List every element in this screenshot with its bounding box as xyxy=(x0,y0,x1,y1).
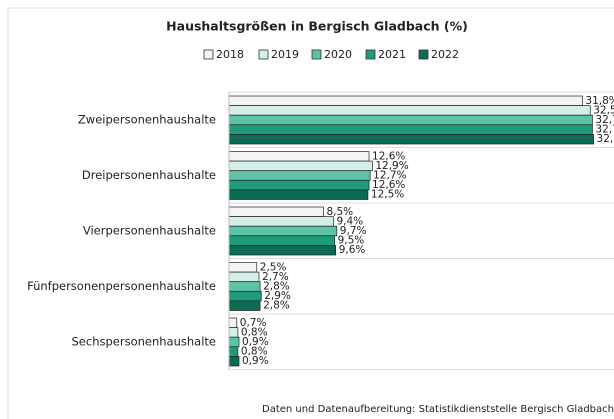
bar xyxy=(228,95,583,106)
legend-label: 2019 xyxy=(271,48,299,61)
bar xyxy=(228,134,594,145)
value-label: 9,4% xyxy=(336,215,363,227)
value-label: 32,8% xyxy=(597,133,614,145)
value-label: 8,5% xyxy=(326,206,353,218)
category-label: Zweipersonenhaushalte xyxy=(78,112,216,126)
value-label: 2,5% xyxy=(260,261,287,273)
bar xyxy=(228,262,258,273)
source-note: Daten und Datenaufbereitung: Statistikdi… xyxy=(262,404,614,415)
value-label: 2,9% xyxy=(264,290,291,302)
bar xyxy=(228,346,239,357)
value-label: 0,8% xyxy=(241,326,268,338)
legend-label: 2021 xyxy=(378,48,406,61)
bar xyxy=(228,124,593,135)
bar xyxy=(228,225,338,237)
chart-title: Haushaltsgrößen in Bergisch Gladbach (%) xyxy=(166,19,468,34)
bar xyxy=(228,179,370,191)
legend-label: 2018 xyxy=(216,48,244,61)
bar xyxy=(228,151,370,162)
bar xyxy=(228,327,239,338)
value-label: 0,9% xyxy=(242,336,269,348)
bar xyxy=(228,290,262,302)
value-label: 12,5% xyxy=(371,189,404,201)
value-label: 0,7% xyxy=(240,317,267,329)
legend-swatch xyxy=(418,49,429,60)
value-label: 0,9% xyxy=(242,355,269,367)
value-label: 2,7% xyxy=(262,271,289,283)
bar xyxy=(228,271,260,283)
value-label: 9,6% xyxy=(339,244,366,256)
value-label: 9,5% xyxy=(338,235,365,247)
category-label: Sechspersonenhaushalte xyxy=(72,334,217,348)
bar xyxy=(228,356,240,367)
legend-label: 2020 xyxy=(324,48,352,61)
bar xyxy=(228,235,335,246)
bar xyxy=(228,245,337,256)
bar xyxy=(228,160,373,172)
legend-swatch xyxy=(365,49,376,60)
bar xyxy=(228,189,369,200)
value-label: 32,7% xyxy=(595,124,614,136)
value-label: 12,7% xyxy=(373,170,406,182)
bar xyxy=(228,170,371,181)
bar xyxy=(228,114,593,126)
bar xyxy=(228,216,334,227)
category-label: Vierpersonenhaushalte xyxy=(83,223,216,237)
bar xyxy=(228,336,240,348)
legend-swatch xyxy=(203,49,214,60)
bar xyxy=(228,105,591,116)
value-label: 0,8% xyxy=(241,346,268,358)
value-label: 2,8% xyxy=(263,281,290,293)
value-label: 9,7% xyxy=(340,225,367,237)
legend-label: 2022 xyxy=(431,48,459,61)
value-label: 2,8% xyxy=(263,300,290,312)
legend-swatch xyxy=(311,49,322,60)
bar xyxy=(228,317,238,328)
legend-swatch xyxy=(258,49,269,60)
bar xyxy=(228,281,261,292)
bar xyxy=(228,206,324,217)
category-label: Dreipersonenhaushalte xyxy=(82,168,216,182)
value-label: 12,9% xyxy=(375,160,408,172)
value-label: 12,6% xyxy=(372,150,405,162)
value-label: 32,7% xyxy=(595,114,614,126)
value-label: 12,6% xyxy=(372,179,405,191)
bar xyxy=(228,300,261,311)
value-label: 32,5% xyxy=(593,104,614,116)
category-label: Fünfpersonenpersonenhaushalte xyxy=(27,279,216,293)
value-label: 31,8% xyxy=(585,95,614,107)
